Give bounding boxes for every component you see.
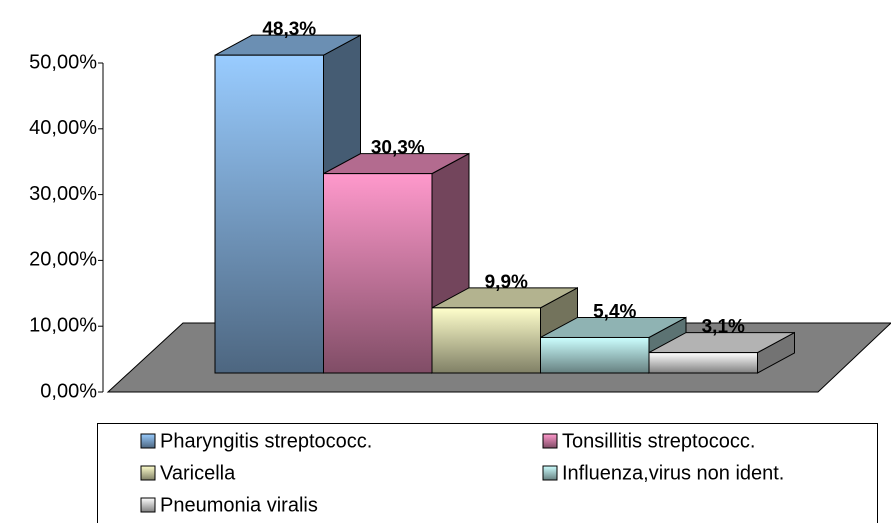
bar [648, 352, 758, 374]
bar [540, 336, 650, 374]
legend-box [97, 423, 878, 523]
data-label: 48,3% [262, 19, 316, 40]
legend-swatch [140, 433, 156, 449]
legend-swatch [140, 497, 156, 513]
legend-label: Influenza,virus non ident. [562, 462, 784, 484]
legend-label: Varicella [160, 462, 236, 484]
data-label: 30,3% [371, 138, 425, 159]
bar [214, 54, 324, 374]
data-label: 3,1% [702, 317, 745, 338]
y-tick-label: 30,00% [29, 183, 97, 205]
legend-label: Tonsillitis streptococc. [562, 430, 755, 452]
bar [323, 173, 433, 374]
bar [431, 307, 541, 374]
data-label: 5,4% [593, 301, 636, 322]
data-label: 9,9% [485, 272, 528, 293]
legend-swatch [542, 465, 558, 481]
y-tick-label: 50,00% [29, 51, 97, 73]
y-tick-label: 40,00% [29, 117, 97, 139]
y-tick-label: 20,00% [29, 249, 97, 271]
legend-swatch [542, 433, 558, 449]
legend-label: Pneumonia viralis [160, 494, 318, 516]
legend-label: Pharyngitis streptococc. [160, 430, 372, 452]
y-tick-label: 0,00% [40, 380, 97, 402]
y-tick-label: 10,00% [29, 314, 97, 336]
legend-swatch [140, 465, 156, 481]
